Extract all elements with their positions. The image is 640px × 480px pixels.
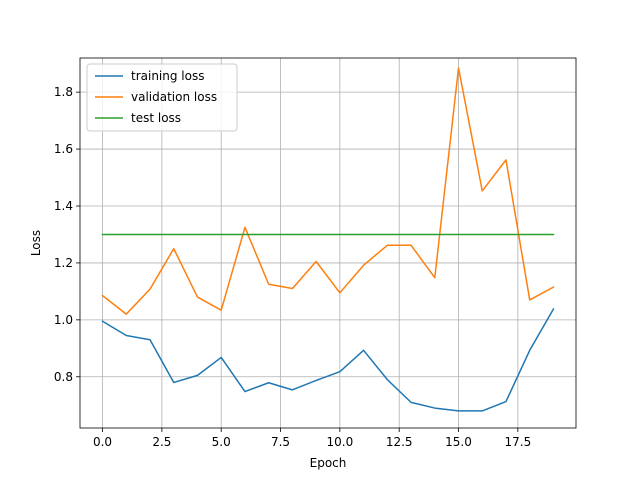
y-axis-label: Loss — [29, 230, 43, 256]
y-tick-label: 0.8 — [54, 370, 73, 384]
x-tick-label: 15.0 — [445, 435, 472, 449]
y-tick-label: 1.4 — [54, 199, 73, 213]
y-tick-label: 1.0 — [54, 313, 73, 327]
x-tick-label: 5.0 — [212, 435, 231, 449]
y-tick-label: 1.2 — [54, 256, 73, 270]
x-axis-ticks: 0.0 2.5 5.0 7.5 10.0 12.5 15.0 17.5 — [93, 428, 531, 449]
y-axis-ticks: 0.8 1.0 1.2 1.4 1.6 1.8 — [54, 85, 80, 384]
y-tick-label: 1.6 — [54, 142, 73, 156]
series-line-training-loss — [101, 308, 555, 412]
x-tick-label: 10.0 — [327, 435, 354, 449]
legend-box — [86, 63, 238, 132]
x-tick-label: 12.5 — [386, 435, 413, 449]
plot-frame — [79, 57, 577, 429]
legend-label-validation-loss: validation loss — [131, 90, 217, 104]
x-tick-label: 7.5 — [271, 435, 290, 449]
legend-label-training-loss: training loss — [131, 69, 204, 83]
y-tick-label: 1.8 — [54, 85, 73, 99]
x-axis-label: Epoch — [310, 456, 347, 470]
series-lines — [101, 67, 555, 412]
legend: training loss validation loss test loss — [86, 63, 238, 132]
grid — [80, 58, 576, 428]
x-tick-label: 0.0 — [93, 435, 112, 449]
legend-label-test-loss: test loss — [131, 111, 181, 125]
series-line-validation-loss — [101, 67, 555, 315]
x-tick-label: 17.5 — [504, 435, 531, 449]
x-tick-label: 2.5 — [152, 435, 171, 449]
